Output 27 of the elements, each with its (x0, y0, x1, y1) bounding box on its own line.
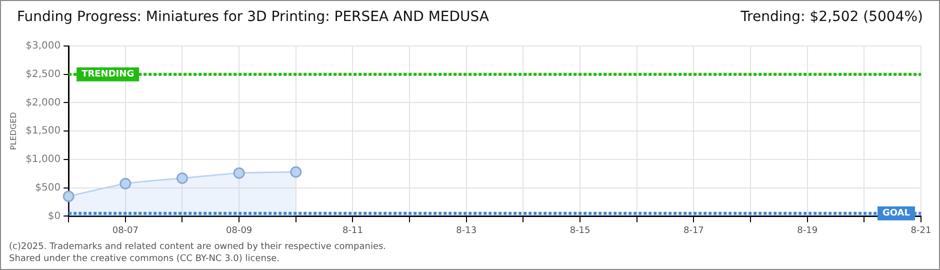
point (62, 190, 74, 202)
x-tick-label: 8-21 (910, 226, 932, 236)
x-tick-label: 08-09 (226, 226, 252, 236)
point (233, 167, 245, 179)
ref-line-label: GOAL (882, 208, 910, 219)
chart-subtitle: Trending: $2,502 (5004%) (740, 9, 923, 27)
chart-title: Funding Progress: Miniatures for 3D Printing: PERSEA AND MEDUSA (17, 9, 490, 27)
point (120, 178, 132, 190)
x-tick-label: 8-19 (797, 226, 818, 236)
x-tick-label: 8-13 (456, 226, 477, 236)
text: Shared under the creative commons (CC BY-NC 3.0) license. (9, 253, 281, 265)
y-tick-label: $1,000 (26, 154, 61, 166)
y-tick-label: $0 (48, 210, 61, 222)
y-axis-title: PLEDGED (8, 112, 18, 150)
x-tick-label: 08-07 (112, 226, 138, 236)
x-tick-label: 8-11 (342, 226, 363, 236)
y-tick-label: $2,500 (26, 68, 61, 80)
x-tick-label: 8-15 (570, 226, 590, 236)
x-tick-label: 8-17 (683, 226, 704, 236)
y-tick-label: $500 (35, 182, 61, 194)
point (176, 172, 188, 184)
ref-line-label: TRENDING (82, 70, 134, 80)
y-tick-label: $3,000 (26, 40, 61, 52)
point (290, 166, 302, 178)
y-tick-label: $2,000 (26, 97, 61, 108)
text: (c)2025. Trademarks and related content are owned by their respective companies. (9, 241, 388, 253)
y-tick-label: $1,500 (26, 126, 61, 137)
